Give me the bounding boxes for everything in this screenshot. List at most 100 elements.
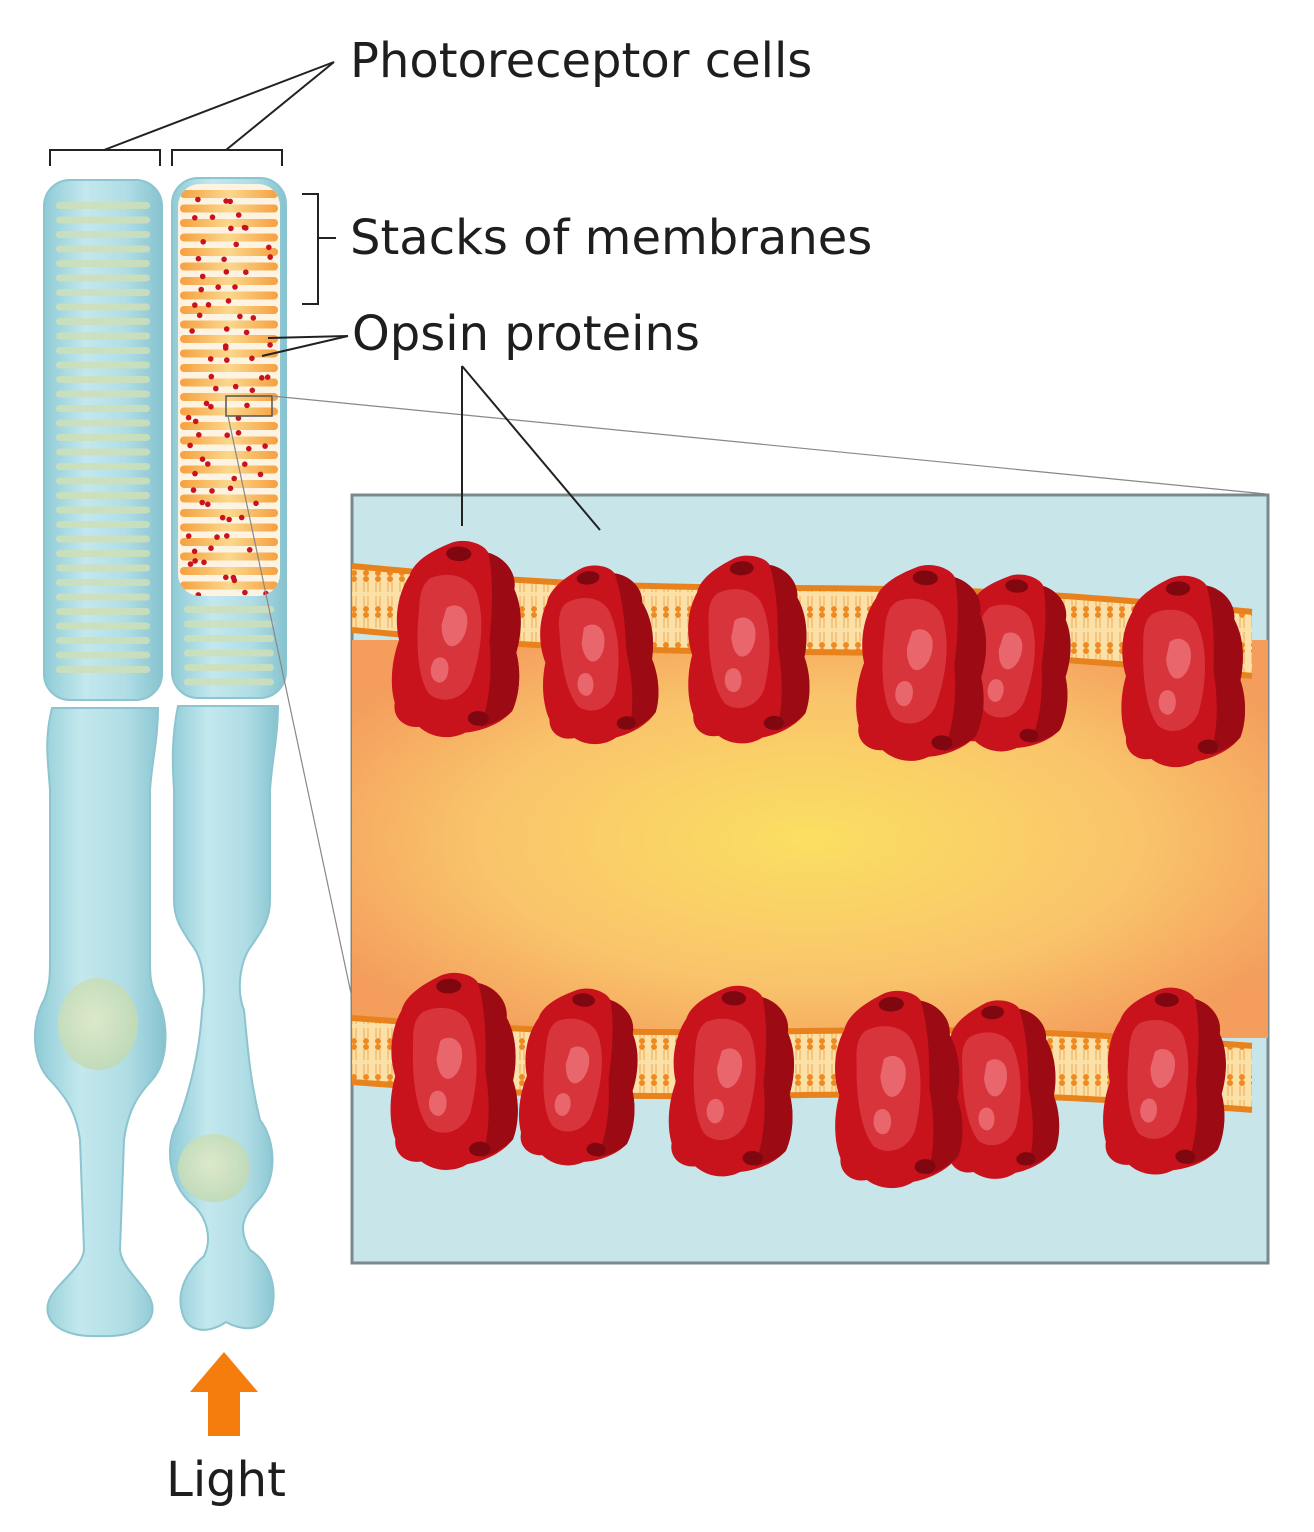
right-cell-nucleus bbox=[178, 1134, 250, 1202]
light-label: Light bbox=[166, 1452, 286, 1508]
opsin-proteins-callout bbox=[261, 335, 601, 531]
opsin-dot bbox=[199, 273, 206, 280]
left-photoreceptor-cell bbox=[34, 179, 167, 1338]
membrane-disc bbox=[180, 233, 278, 242]
opsin-dot bbox=[190, 487, 197, 493]
opsin-dot bbox=[224, 432, 230, 439]
opsin-dot bbox=[192, 558, 198, 564]
right-cell-lower-discs bbox=[184, 606, 274, 686]
membrane-disc bbox=[184, 664, 274, 671]
membrane-disc bbox=[56, 593, 150, 601]
left-cell-membrane-discs bbox=[56, 202, 150, 673]
membrane-disc bbox=[180, 219, 278, 227]
membrane-disc bbox=[180, 262, 278, 271]
membrane-disc bbox=[56, 637, 150, 644]
membrane-disc bbox=[56, 463, 150, 470]
membrane-disc bbox=[56, 434, 150, 441]
membrane-disc bbox=[56, 477, 150, 485]
opsin-dot bbox=[237, 313, 243, 320]
opsin-dot bbox=[235, 430, 242, 436]
membrane-disc bbox=[180, 436, 278, 445]
opsin-dot bbox=[195, 592, 202, 596]
opsin-dot bbox=[209, 214, 216, 220]
opsin-dot bbox=[185, 533, 192, 539]
opsin-dot bbox=[224, 533, 230, 539]
membrane-disc bbox=[56, 651, 150, 659]
opsin-dot bbox=[192, 302, 198, 308]
opsin-dot bbox=[195, 196, 201, 203]
opsin-dot bbox=[226, 516, 232, 523]
opsin-dot bbox=[244, 402, 250, 409]
membrane-disc bbox=[180, 494, 278, 503]
opsin-dot bbox=[192, 215, 198, 221]
opsin-dot bbox=[264, 374, 271, 381]
opsin-dot bbox=[235, 212, 242, 218]
opsin-dot bbox=[185, 414, 192, 421]
opsin-dot bbox=[233, 241, 239, 248]
magnified-inset bbox=[227, 395, 1270, 1265]
membrane-disc bbox=[180, 480, 278, 488]
membrane-disc bbox=[180, 451, 278, 459]
membrane-disc bbox=[180, 523, 278, 532]
membrane-disc bbox=[180, 422, 278, 430]
membrane-disc bbox=[180, 190, 278, 198]
opsin-dot bbox=[243, 225, 249, 231]
left-cell-nucleus bbox=[58, 978, 138, 1070]
opsin-dot bbox=[223, 269, 230, 275]
opsin-dot bbox=[246, 547, 253, 553]
opsin-dot bbox=[246, 445, 252, 452]
opsin-dot bbox=[200, 239, 206, 245]
opsin-dot bbox=[232, 284, 238, 290]
membrane-disc bbox=[56, 347, 150, 354]
membrane-disc bbox=[180, 509, 278, 517]
right-cell-membrane-stack bbox=[178, 184, 280, 596]
up-arrow-icon bbox=[190, 1352, 258, 1436]
opsin-dot bbox=[257, 471, 264, 478]
membrane-disc bbox=[56, 274, 150, 282]
opsin-dot bbox=[225, 298, 232, 304]
opsin-dot bbox=[205, 501, 211, 508]
opsin-dot bbox=[262, 443, 268, 449]
membrane-disc bbox=[180, 320, 278, 329]
membrane-disc bbox=[56, 216, 150, 224]
membrane-disc bbox=[180, 465, 278, 474]
opsin-dot bbox=[224, 357, 230, 363]
opsin-dot bbox=[223, 574, 229, 581]
opsin-dot bbox=[259, 375, 265, 381]
stacks-of-membranes-callout bbox=[302, 193, 336, 305]
photoreceptor-cells-label: Photoreceptor cells bbox=[350, 33, 812, 89]
opsin-dot bbox=[196, 312, 203, 319]
opsin-dot bbox=[214, 534, 220, 540]
opsin-dot bbox=[230, 574, 237, 581]
opsin-dot bbox=[213, 385, 219, 392]
membrane-disc bbox=[184, 678, 274, 686]
membrane-disc bbox=[56, 245, 150, 253]
membrane-disc bbox=[180, 204, 278, 213]
opsin-dot bbox=[192, 470, 198, 477]
membrane-disc bbox=[180, 393, 278, 401]
membrane-disc bbox=[56, 289, 150, 296]
membrane-disc bbox=[180, 248, 278, 256]
opsin-dot bbox=[232, 383, 239, 390]
opsin-dot bbox=[199, 456, 206, 463]
opsin-dot bbox=[208, 545, 214, 551]
membrane-disc bbox=[56, 332, 150, 340]
membrane-disc bbox=[180, 538, 278, 546]
membrane-disc bbox=[56, 361, 150, 369]
membrane-disc bbox=[56, 622, 150, 630]
membrane-disc bbox=[56, 202, 150, 209]
opsin-dot bbox=[195, 255, 202, 262]
membrane-disc bbox=[56, 390, 150, 398]
opsin-dot bbox=[215, 284, 221, 290]
membrane-disc bbox=[56, 260, 150, 267]
membrane-disc bbox=[56, 492, 150, 499]
opsin-dot bbox=[187, 442, 193, 449]
membrane-disc bbox=[184, 620, 274, 628]
opsin-dot bbox=[243, 269, 249, 276]
opsin-dot bbox=[249, 387, 256, 394]
opsin-dot bbox=[253, 500, 259, 507]
membrane-disc bbox=[56, 448, 150, 456]
membrane-disc bbox=[56, 521, 150, 528]
membrane-disc bbox=[56, 376, 150, 383]
